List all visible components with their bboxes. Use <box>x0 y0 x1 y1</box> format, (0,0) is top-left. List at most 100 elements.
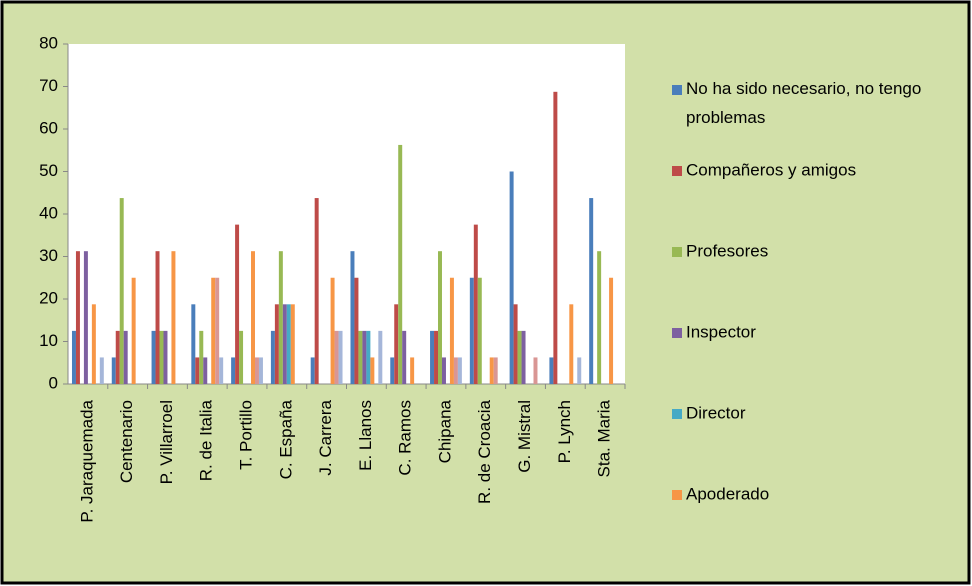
x-tick-label: T. Portillo <box>237 400 256 470</box>
bar <box>469 277 474 384</box>
bar <box>171 251 176 384</box>
x-tick-label: G. Mistral <box>515 400 534 473</box>
bar <box>119 198 124 384</box>
bar <box>215 277 220 384</box>
bar <box>191 304 196 384</box>
bar <box>239 330 244 384</box>
bar <box>286 304 291 384</box>
bar <box>453 357 458 384</box>
bar <box>350 251 355 384</box>
bar <box>290 304 295 384</box>
bar <box>251 251 255 384</box>
x-tick-label: Sta. Maria <box>595 399 614 477</box>
x-tick-label: P. Jaraquemada <box>77 399 96 522</box>
bar <box>338 330 343 384</box>
bar <box>155 251 160 384</box>
bar <box>111 357 116 384</box>
x-tick-label: J. Carrera <box>316 399 335 475</box>
bar <box>151 330 156 384</box>
bar <box>457 357 462 384</box>
x-tick-label: Centenario <box>117 400 136 483</box>
bar <box>159 330 164 384</box>
y-tick-label: 50 <box>39 161 58 180</box>
y-tick-label: 10 <box>39 331 58 350</box>
bar <box>394 304 399 384</box>
legend-swatch <box>672 409 682 419</box>
bar <box>609 277 614 384</box>
y-tick-label: 40 <box>39 203 58 222</box>
legend-line: problemas <box>686 108 765 127</box>
plot-area <box>68 44 625 384</box>
legend-label: Apoderado <box>686 484 769 503</box>
x-tick-label: R. de Croacia <box>475 399 494 503</box>
legend-line: No ha sido necesario, no tengo <box>686 79 921 98</box>
legend-swatch <box>672 328 682 338</box>
bar <box>509 171 514 384</box>
bar <box>91 304 96 384</box>
y-tick-label: 80 <box>39 33 58 52</box>
bar <box>314 198 319 384</box>
bar <box>330 277 335 384</box>
legend-label: Director <box>686 403 746 422</box>
legend-label: Compañeros y amigos <box>686 160 856 179</box>
bar <box>71 330 76 384</box>
bar <box>270 330 275 384</box>
x-tick-label: E. Llanos <box>356 400 375 471</box>
bar <box>274 304 279 384</box>
bar <box>533 357 538 384</box>
bar <box>258 357 263 384</box>
bar <box>378 330 383 384</box>
bar <box>362 330 367 384</box>
x-tick-label: Chipana <box>435 399 454 463</box>
bar <box>589 198 594 384</box>
bar <box>199 330 204 384</box>
bar <box>597 251 602 384</box>
legend-swatch <box>672 166 682 176</box>
bar <box>354 277 359 384</box>
bar <box>115 330 120 384</box>
legend-label: Profesores <box>686 241 768 260</box>
bar <box>278 251 283 384</box>
x-tick-label: R. de Italia <box>197 399 216 481</box>
bar <box>203 357 208 384</box>
bar <box>553 91 558 384</box>
x-tick-label: P. Lynch <box>555 400 574 463</box>
bar <box>83 251 88 384</box>
bar <box>517 330 522 384</box>
bar <box>366 330 371 384</box>
bar <box>195 357 200 384</box>
bar <box>370 357 375 384</box>
legend-label: Inspector <box>686 322 756 341</box>
bar <box>430 330 435 384</box>
bar <box>390 357 395 384</box>
y-tick-label: 20 <box>39 288 58 307</box>
legend-swatch <box>672 490 682 500</box>
bar <box>75 251 80 384</box>
bar <box>99 357 104 384</box>
bar <box>398 144 403 384</box>
bar <box>235 224 240 384</box>
bar <box>254 357 259 384</box>
bar <box>434 330 439 384</box>
bar <box>123 330 128 384</box>
bar <box>569 304 574 384</box>
x-tick-label: C. Ramos <box>396 400 415 476</box>
y-tick-label: 70 <box>39 76 58 95</box>
bar <box>477 277 482 384</box>
bar <box>358 330 363 384</box>
bar <box>402 330 407 384</box>
bar <box>219 357 224 384</box>
bar <box>489 357 494 384</box>
x-tick-label: P. Villarroel <box>157 400 176 484</box>
legend-swatch <box>672 85 682 95</box>
bar <box>282 304 287 384</box>
bar <box>577 357 582 384</box>
bar <box>449 277 454 384</box>
legend-swatch <box>672 247 682 257</box>
bar <box>163 330 168 384</box>
bar <box>473 224 478 384</box>
bar <box>438 251 442 384</box>
bar <box>131 277 136 384</box>
